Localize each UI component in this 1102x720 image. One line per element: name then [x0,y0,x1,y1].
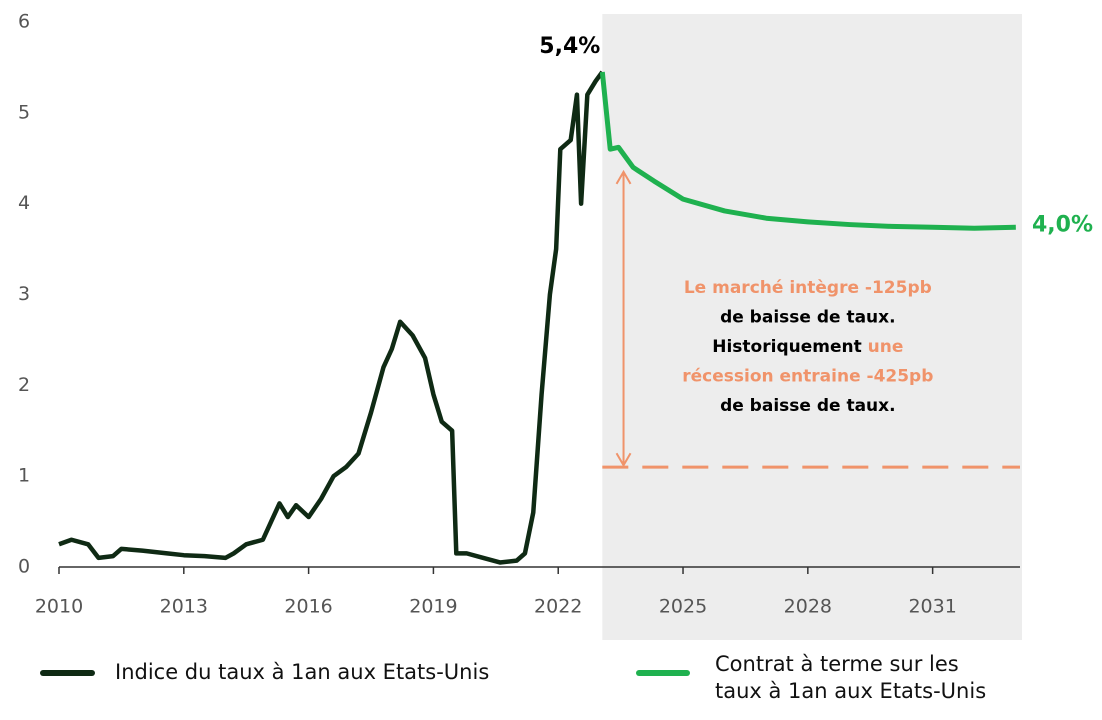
chart: 0 1 2 3 4 5 6 2010 2013 2016 2019 2022 2025 2028 2031 5… [18,11,1093,640]
end-label: 4,0% [1032,212,1093,237]
annotation-line: Historiquement une [712,337,903,357]
y-tick-label: 2 [18,374,30,396]
annotation-segment: de baisse de taux. [720,396,896,416]
y-tick-label: 0 [18,556,30,578]
y-tick-label: 5 [18,101,30,123]
line-series [599,71,1016,231]
annotation-segment: une [868,337,904,357]
x-tick-label: 2031 [908,596,956,618]
annotation-segment: récession entraine -425pb [682,367,933,387]
x-tick-label: 2022 [534,596,582,618]
x-tick-label: 2010 [35,596,83,618]
peak-label: 5,4% [539,34,600,59]
legend-label: Indice du taux à 1an aux Etats-Unis [115,660,490,684]
y-tick-label: 3 [18,283,30,305]
line-series [58,70,605,565]
annotation-line: de baisse de taux. [720,396,896,416]
x-tick-label: 2028 [784,596,832,618]
y-tick-label: 1 [18,465,30,487]
annotation-line: récession entraine -425pb [682,367,933,387]
x-tick-label: 2025 [659,596,707,618]
legend-swatch [636,670,690,676]
annotation-line: Le marché intègre -125pb [684,278,932,298]
annotation-segment: Historiquement [712,337,867,357]
annotation-line: de baisse de taux. [720,308,896,328]
legend-label: Contrat à terme sur les taux à 1an aux E… [715,652,987,703]
arrow-head [615,169,632,185]
y-tick-label: 4 [18,192,30,214]
y-tick-label: 6 [18,11,30,33]
x-tick-label: 2016 [284,596,332,618]
x-tick-label: 2013 [160,596,208,618]
annotation-segment: de baisse de taux. [720,308,896,328]
legend-swatch [40,670,95,676]
forecast-shade [602,14,1022,640]
arrow-head [615,452,632,468]
annotation-segment: Le marché intègre -125pb [684,278,932,298]
x-tick-label: 2019 [409,596,457,618]
